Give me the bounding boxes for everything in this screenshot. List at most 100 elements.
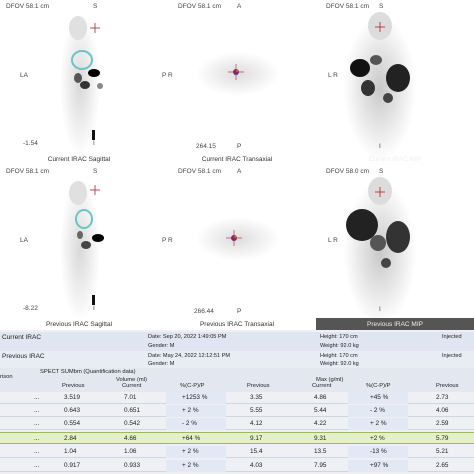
- col-header[interactable]: %(C-P)/P: [366, 383, 391, 389]
- pct-cell-bg: [348, 460, 408, 472]
- slice-position: 266.44: [194, 308, 214, 315]
- table-row[interactable]: ... 3.519 7.01 +1253 % 3.35 4.86 +45 % 2.73: [0, 392, 474, 404]
- orientation-top: S: [379, 168, 384, 175]
- table-cell: 4.22: [314, 420, 327, 427]
- col-header[interactable]: Previous: [247, 383, 270, 389]
- study-weight: Weight: 92.0 kg: [320, 343, 359, 349]
- viewport-current-transaxial[interactable]: DFOV 58.1 cm A P R 264.15 P Current IRAC…: [158, 0, 316, 165]
- table-cell: 15.4: [250, 448, 263, 455]
- orientation-left: LA: [20, 237, 28, 244]
- table-row[interactable]: ... 1.04 1.06 + 2 % 15.4 13.5 -13 % 5.21: [0, 446, 474, 458]
- orientation-bottom: P: [237, 308, 242, 315]
- viewport-previous-transaxial[interactable]: DFOV 58.1 cm A P R 266.44 P Previous IRA…: [158, 165, 316, 330]
- table-cell: 13.5: [314, 448, 327, 455]
- table-row[interactable]: ... 2.84 4.66 +64 % 9.17 9.31 +2 % 5.79: [0, 432, 474, 444]
- row-menu-icon[interactable]: ...: [34, 435, 40, 442]
- study-gender: Gender: M: [148, 361, 175, 367]
- table-cell: 4.66: [124, 435, 137, 442]
- table-cell: +97 %: [370, 462, 389, 469]
- study-row-current[interactable]: Current IRAC Date: Sep 20, 2022 1:49:05 …: [0, 332, 474, 343]
- col-header[interactable]: Previous: [62, 383, 85, 389]
- table-cell: 4.12: [250, 420, 263, 427]
- row-menu-icon[interactable]: ...: [34, 448, 40, 455]
- transaxial-image: [196, 217, 280, 261]
- table-cell: 5.21: [436, 448, 449, 455]
- table-cell: 7.95: [314, 462, 327, 469]
- table-cell: + 2 %: [182, 462, 199, 469]
- orientation-left: L R: [328, 237, 338, 244]
- dfov-label: DFOV 58.1 cm: [178, 168, 221, 175]
- table-cell: 5.55: [250, 407, 263, 414]
- table-cell: + 2 %: [182, 407, 199, 414]
- viewport-previous-mip[interactable]: DFOV 58.0 cm S L R I Previous IRAC MIP: [316, 165, 474, 330]
- orientation-bottom: I: [379, 143, 381, 150]
- section-title: SPECT SUMbm (Quantification data): [40, 369, 136, 375]
- col-header[interactable]: Current: [312, 383, 332, 389]
- table-header: rison SPECT SUMbm (Quantification data) …: [0, 368, 474, 392]
- row-menu-icon[interactable]: ...: [34, 420, 40, 427]
- table-cell: + 2 %: [182, 448, 199, 455]
- study-gender-row-previous: Gender: M Weight: 92.0 kg: [0, 359, 474, 370]
- table-cell: +2 %: [370, 435, 385, 442]
- table-cell: 0.651: [124, 407, 140, 414]
- row-menu-icon[interactable]: ...: [34, 394, 40, 401]
- pane-title: Previous IRAC MIP: [367, 321, 423, 328]
- slice-position: 264.15: [196, 143, 216, 150]
- table-cell: 5.44: [314, 407, 327, 414]
- viewport-previous-sagittal[interactable]: DFOV 58.1 cm S LA -8.22 I Previous IRAC …: [0, 165, 158, 330]
- orientation-left: P R: [162, 237, 173, 244]
- orientation-left: LA: [20, 72, 28, 79]
- active-pane-title-bar: [316, 318, 474, 330]
- row-menu-icon[interactable]: ...: [34, 407, 40, 414]
- table-row[interactable]: ... 0.554 0.542 - 2 % 4.12 4.22 + 2 % 2.59: [0, 418, 474, 430]
- pane-title: Current IRAC Transaxial: [201, 156, 273, 163]
- sagittal-image: [60, 178, 104, 322]
- table-cell: 3.519: [64, 394, 80, 401]
- study-weight: Weight: 92.0 kg: [320, 361, 359, 367]
- orientation-bottom: P: [237, 143, 242, 150]
- table-cell: +64 %: [182, 435, 201, 442]
- table-cell: -13 %: [370, 448, 387, 455]
- viewport-current-mip[interactable]: DFOV 58.1 cm S L R I Current IRAC MIP: [316, 0, 474, 165]
- sagittal-image: [60, 13, 103, 157]
- table-cell: 9.31: [314, 435, 327, 442]
- study-date: Date: Sep 20, 2022 1:49:05 PM: [148, 334, 227, 340]
- pct-cell-bg: [348, 405, 408, 417]
- viewer-grid: DFOV 58.1 cm S LA -1.54 I Current IRAC S…: [0, 0, 474, 330]
- pane-title: Current IRAC MIP: [368, 156, 422, 163]
- table-cell: - 2 %: [370, 407, 385, 414]
- orientation-top: S: [379, 3, 384, 10]
- table-cell: 3.35: [250, 394, 263, 401]
- pct-cell-bg: [166, 392, 226, 404]
- col-header[interactable]: Previous: [436, 383, 459, 389]
- table-cell: 1.04: [64, 448, 77, 455]
- pct-cell-bg: [348, 418, 408, 430]
- table-row[interactable]: ... 0.917 0.933 + 2 % 4.03 7.95 +97 % 2.65: [0, 460, 474, 472]
- pane-title: Previous IRAC Sagittal: [45, 321, 113, 328]
- orientation-bottom: I: [93, 305, 95, 312]
- col-header[interactable]: Current: [122, 383, 142, 389]
- study-injected: Injected: [442, 353, 462, 359]
- dfov-label: DFOV 58.1 cm: [6, 168, 49, 175]
- dfov-label: DFOV 58.1 cm: [178, 3, 221, 10]
- dfov-label: DFOV 58.1 cm: [6, 3, 49, 10]
- orientation-top: A: [237, 3, 242, 10]
- pct-cell-bg: [348, 392, 408, 404]
- pane-title: Previous IRAC Transaxial: [199, 321, 275, 328]
- table-row[interactable]: ... 0.643 0.651 + 2 % 5.55 5.44 - 2 % 4.06: [0, 405, 474, 417]
- slice-position: -1.54: [23, 140, 38, 147]
- row-menu-icon[interactable]: ...: [34, 462, 40, 469]
- study-gender-row-current: Gender: M Weight: 92.0 kg: [0, 341, 474, 352]
- dfov-label: DFOV 58.1 cm: [326, 3, 369, 10]
- study-row-previous[interactable]: Previous IRAC Date: May 24, 2022 12:12:5…: [0, 351, 474, 362]
- pane-title: Current IRAC Sagittal: [47, 156, 111, 163]
- max-header: Max (g/ml): [316, 377, 344, 383]
- pct-cell-bg: [166, 460, 226, 472]
- table-cell: 4.03: [250, 462, 263, 469]
- col-header[interactable]: %(C-P)/P: [180, 383, 205, 389]
- table-cell: 2.73: [436, 394, 449, 401]
- slice-position: -8.22: [23, 305, 38, 312]
- table-cell: 0.917: [64, 462, 80, 469]
- study-gender: Gender: M: [148, 343, 175, 349]
- viewport-current-sagittal[interactable]: DFOV 58.1 cm S LA -1.54 I Current IRAC S…: [0, 0, 158, 165]
